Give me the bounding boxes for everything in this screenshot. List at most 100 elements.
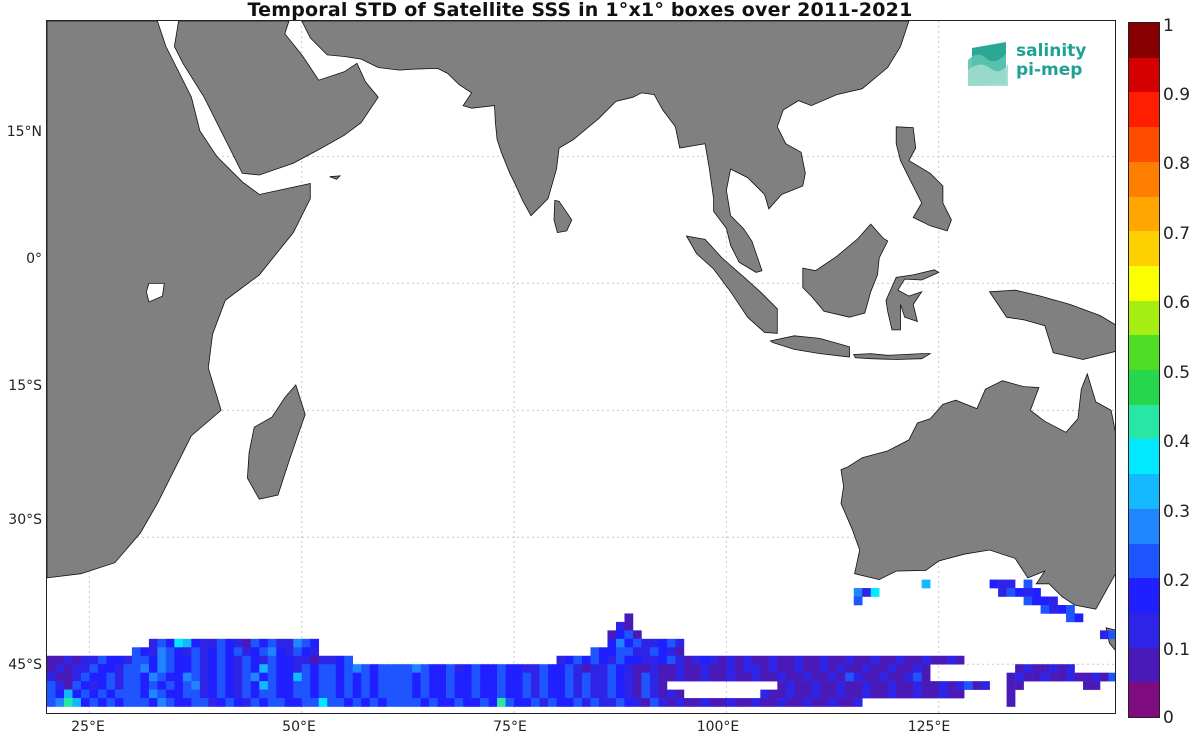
std-cell [505, 689, 515, 699]
std-cell [463, 698, 472, 707]
std-cell [717, 672, 727, 682]
std-cell [582, 664, 591, 673]
std-cell [896, 672, 905, 682]
std-cell [615, 647, 625, 657]
colorbar [1128, 22, 1160, 718]
std-cell [870, 655, 880, 665]
std-cell [488, 672, 498, 682]
std-cell [259, 647, 269, 657]
std-cell [658, 689, 668, 699]
colorbar-segment [1129, 647, 1159, 683]
std-cell [361, 698, 370, 707]
std-cell [709, 655, 719, 665]
std-cell [114, 689, 124, 699]
std-cell [165, 689, 175, 699]
std-cell [174, 647, 184, 657]
colorbar-segment [1129, 508, 1159, 544]
std-cell [1023, 664, 1033, 673]
std-cell [301, 681, 311, 690]
std-cell [998, 588, 1007, 597]
std-cell [607, 647, 617, 657]
std-cell [327, 689, 337, 699]
std-cell [692, 672, 702, 682]
iran-asia-landmass [301, 21, 910, 273]
std-cell [182, 664, 192, 673]
std-cell [573, 689, 583, 699]
std-cell [972, 681, 982, 690]
std-cell [649, 664, 659, 673]
std-cell [250, 672, 260, 682]
std-cell [148, 655, 158, 665]
std-cell [386, 698, 396, 707]
std-cell [802, 672, 812, 682]
sulawesi-landmass [885, 269, 940, 331]
std-cell [938, 655, 948, 665]
std-cell [590, 655, 600, 665]
std-cell [480, 681, 489, 690]
std-cell [47, 689, 56, 699]
std-cell [556, 664, 566, 673]
std-cell [437, 681, 447, 690]
std-cell [233, 681, 243, 690]
std-cell [293, 681, 303, 690]
std-cell [607, 638, 617, 648]
colorbar-segment [1129, 370, 1159, 405]
std-cell [1066, 613, 1075, 623]
std-cell [437, 664, 447, 673]
std-cell [641, 672, 651, 682]
std-cell [607, 664, 617, 673]
std-cell [182, 655, 192, 665]
std-cell [497, 681, 506, 690]
std-cell [683, 655, 693, 665]
colorbar-label-0.5: 0.5 [1163, 363, 1191, 383]
std-cell [242, 698, 252, 707]
std-cell [828, 689, 838, 699]
std-cell [191, 647, 201, 657]
madagascar-landmass [246, 384, 306, 500]
std-cell [123, 689, 133, 699]
std-cell [514, 681, 523, 690]
std-cell [191, 681, 201, 690]
std-cell [836, 698, 846, 707]
std-cell [675, 689, 685, 699]
std-cell [904, 681, 914, 690]
std-cell [361, 672, 370, 682]
lon-label-100e: 100°E [696, 719, 740, 735]
std-cell [598, 672, 608, 682]
std-cell [624, 681, 634, 690]
std-cell [700, 655, 710, 665]
std-cell [63, 698, 73, 707]
std-cell [199, 689, 209, 699]
colorbar-label-0.9: 0.9 [1163, 85, 1191, 105]
lake-victoria-island [145, 282, 165, 303]
std-cell [97, 672, 107, 682]
std-cell [777, 681, 787, 690]
std-cell [607, 681, 617, 690]
std-cell [250, 664, 260, 673]
std-cell [582, 681, 591, 690]
std-cell [828, 655, 838, 665]
std-cell [216, 698, 226, 707]
std-cell [310, 647, 320, 657]
colorbar-segment [1129, 578, 1159, 613]
std-cell [590, 689, 600, 699]
std-cell [853, 672, 863, 682]
std-cell [386, 681, 396, 690]
std-cell [649, 672, 659, 682]
std-cell [879, 655, 889, 665]
std-cell [284, 698, 294, 707]
std-cell [1006, 672, 1016, 682]
std-cell [191, 638, 201, 648]
std-cell [165, 655, 175, 665]
std-cell [862, 655, 872, 665]
std-cell [548, 689, 557, 699]
std-cell [658, 655, 668, 665]
std-cell [998, 579, 1007, 589]
std-cell [930, 655, 939, 665]
colorbar-label-0.2: 0.2 [1163, 571, 1191, 591]
lat-label-0: 0° [26, 251, 42, 267]
std-cell [989, 579, 999, 589]
std-cell [828, 664, 838, 673]
std-cell [734, 655, 744, 665]
std-cell [429, 689, 438, 699]
